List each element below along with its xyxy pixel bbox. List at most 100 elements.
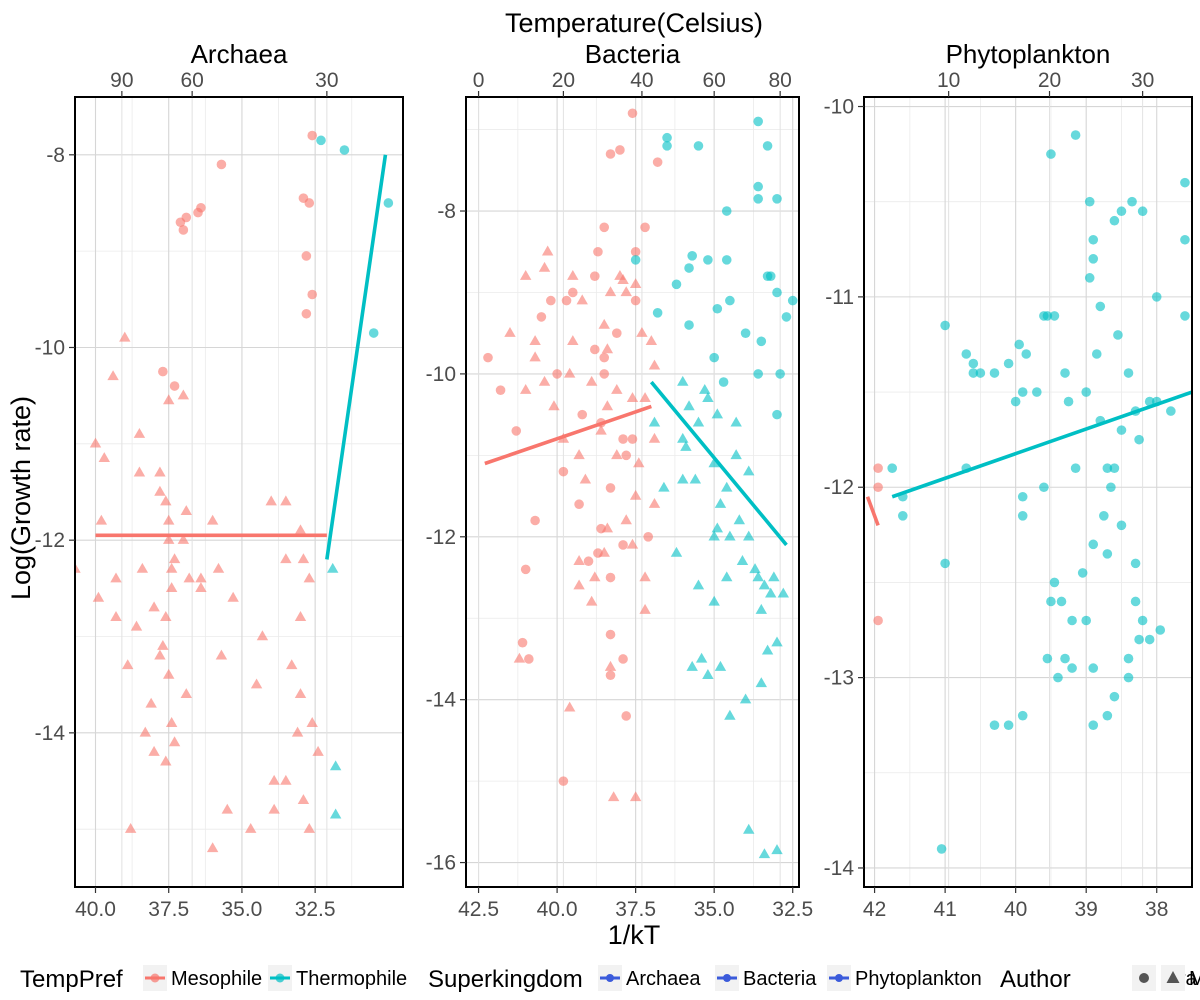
data-point bbox=[989, 720, 1000, 730]
data-point bbox=[598, 546, 610, 557]
y-tick-label: -12 bbox=[35, 529, 65, 552]
data-point bbox=[743, 530, 755, 541]
data-point bbox=[629, 278, 642, 289]
data-point bbox=[163, 533, 175, 544]
x-tick-label: 40.0 bbox=[75, 898, 116, 921]
data-point bbox=[1116, 206, 1127, 217]
legend-key bbox=[1161, 965, 1185, 991]
data-point bbox=[761, 644, 774, 655]
x-tick-label: 32.5 bbox=[295, 898, 336, 921]
y-tick-label: -14 bbox=[426, 689, 457, 712]
data-point bbox=[627, 434, 638, 444]
data-point bbox=[178, 225, 189, 235]
data-point bbox=[368, 328, 379, 338]
data-point bbox=[1003, 358, 1014, 369]
panel-background bbox=[466, 97, 799, 887]
data-point bbox=[291, 726, 304, 737]
data-point bbox=[1088, 254, 1099, 264]
data-point bbox=[1088, 234, 1099, 245]
data-point bbox=[639, 603, 651, 614]
data-point bbox=[124, 822, 137, 833]
data-point bbox=[495, 385, 506, 395]
data-point bbox=[873, 463, 883, 474]
data-point bbox=[583, 556, 594, 567]
data-point bbox=[755, 677, 768, 688]
data-point bbox=[671, 279, 682, 290]
y-tick-label: -16 bbox=[426, 852, 456, 875]
y-tick-label: -11 bbox=[825, 286, 854, 309]
data-point bbox=[724, 709, 736, 720]
data-point bbox=[160, 611, 172, 621]
legend-key-point bbox=[835, 974, 843, 982]
data-point bbox=[585, 375, 598, 386]
data-point bbox=[689, 473, 702, 484]
data-point bbox=[215, 649, 228, 660]
data-point bbox=[762, 271, 773, 281]
y-axis-label: Log(Growth rate) bbox=[6, 396, 36, 600]
panel-bacteria: -16 -14 -12 -10 -8 42.5 40.0 37.5 35.0 32.5 0 20 40 6… bbox=[426, 39, 814, 921]
data-point bbox=[195, 572, 207, 583]
data-point bbox=[772, 194, 782, 204]
data-point bbox=[548, 400, 560, 411]
data-point bbox=[677, 432, 689, 443]
data-point bbox=[160, 495, 172, 506]
data-point bbox=[652, 157, 663, 167]
data-point bbox=[1127, 196, 1137, 207]
data-point bbox=[122, 659, 134, 670]
data-point bbox=[1095, 301, 1106, 312]
data-point bbox=[658, 481, 670, 492]
data-point bbox=[303, 822, 315, 833]
fit-line bbox=[649, 380, 788, 547]
data-point bbox=[1116, 520, 1127, 531]
data-point bbox=[724, 530, 736, 541]
data-point bbox=[605, 572, 616, 583]
data-point bbox=[316, 135, 326, 146]
data-point bbox=[1144, 634, 1155, 645]
data-point bbox=[524, 654, 534, 664]
data-point bbox=[268, 803, 280, 814]
data-point bbox=[577, 409, 588, 420]
data-point bbox=[599, 222, 610, 233]
data-point bbox=[648, 416, 661, 427]
data-point bbox=[620, 514, 632, 525]
data-point bbox=[639, 571, 651, 582]
data-point bbox=[758, 848, 771, 859]
data-point bbox=[286, 659, 298, 670]
data-point bbox=[725, 295, 735, 306]
data-point bbox=[95, 514, 108, 525]
data-point bbox=[75, 562, 81, 573]
data-point bbox=[772, 409, 782, 420]
legend-key-point bbox=[150, 973, 160, 983]
data-point bbox=[136, 562, 149, 573]
data-point bbox=[630, 255, 641, 265]
data-point bbox=[1123, 672, 1134, 683]
data-point bbox=[1091, 349, 1102, 359]
data-point bbox=[216, 159, 227, 170]
data-point bbox=[887, 463, 898, 474]
data-point bbox=[605, 670, 616, 681]
data-point bbox=[771, 636, 783, 647]
data-point bbox=[749, 563, 761, 574]
data-point bbox=[339, 145, 350, 155]
data-point bbox=[611, 449, 623, 460]
legend-key bbox=[268, 965, 292, 991]
data-point bbox=[768, 571, 780, 582]
x-tick-label: 42 bbox=[863, 898, 886, 921]
data-point bbox=[604, 286, 617, 297]
data-point bbox=[670, 546, 683, 557]
y-tick-label: -10 bbox=[824, 96, 854, 119]
data-point bbox=[110, 572, 122, 583]
data-point bbox=[1046, 596, 1056, 607]
data-point bbox=[743, 465, 755, 476]
data-point bbox=[312, 745, 324, 756]
y-tick-label: -10 bbox=[35, 336, 65, 359]
data-point bbox=[1088, 663, 1099, 673]
data-point bbox=[573, 579, 585, 590]
data-point bbox=[546, 295, 556, 306]
data-point bbox=[294, 688, 307, 699]
data-point bbox=[617, 274, 629, 284]
data-point bbox=[536, 312, 547, 322]
data-point bbox=[268, 774, 280, 785]
data-point bbox=[574, 499, 584, 510]
data-point bbox=[1137, 206, 1148, 217]
